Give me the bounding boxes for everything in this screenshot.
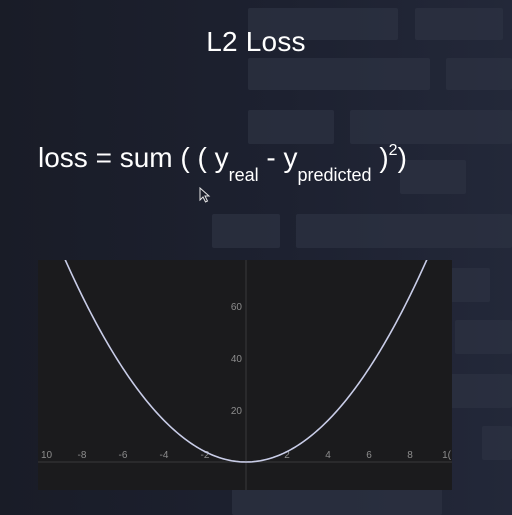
x-tick-label: -6 — [119, 450, 128, 461]
x-tick-label: 10 — [41, 450, 53, 461]
formula-end: ) — [397, 142, 407, 173]
x-tick-label: 8 — [407, 450, 413, 461]
bg-brick — [296, 214, 512, 248]
parabola-series-line — [64, 260, 428, 463]
formula-subscript-real: real — [228, 165, 259, 185]
y-tick-label: 20 — [231, 406, 243, 417]
formula-close: ) — [371, 142, 389, 173]
x-tick-label: -2 — [201, 450, 210, 461]
bg-brick — [482, 426, 512, 460]
formula-minus: - y — [258, 142, 298, 173]
mouse-cursor-icon — [199, 187, 211, 203]
bg-brick — [248, 58, 430, 90]
bg-brick — [350, 110, 512, 144]
loss-formula: loss = sum ( ( yreal - ypredicted )2) — [38, 142, 407, 185]
x-tick-label: 1( — [442, 450, 452, 461]
bg-brick — [212, 214, 280, 248]
bg-brick — [446, 58, 512, 90]
formula-lhs: loss = sum ( ( y — [38, 142, 229, 173]
x-tick-label: -4 — [160, 450, 169, 461]
slide-title: L2 Loss — [206, 26, 306, 57]
formula-subscript-predicted: predicted — [297, 165, 372, 185]
x-tick-label: 4 — [325, 450, 331, 461]
x-tick-label: 6 — [366, 450, 372, 461]
bg-brick — [415, 8, 503, 40]
x-tick-label: -8 — [78, 450, 87, 461]
bg-brick — [400, 160, 466, 194]
bg-brick — [248, 8, 398, 40]
parabola-chart: 10 -8 -6 -4 -2 2 4 6 8 1( 20 40 60 — [38, 260, 452, 490]
y-tick-label: 60 — [231, 302, 243, 313]
x-tick-label: 2 — [284, 450, 290, 461]
y-tick-label: 40 — [231, 354, 243, 365]
bg-brick — [248, 110, 334, 144]
formula-exponent: 2 — [388, 142, 398, 159]
bg-brick — [232, 486, 442, 515]
bg-brick — [455, 320, 512, 354]
chart-canvas: 10 -8 -6 -4 -2 2 4 6 8 1( 20 40 60 — [38, 260, 452, 490]
